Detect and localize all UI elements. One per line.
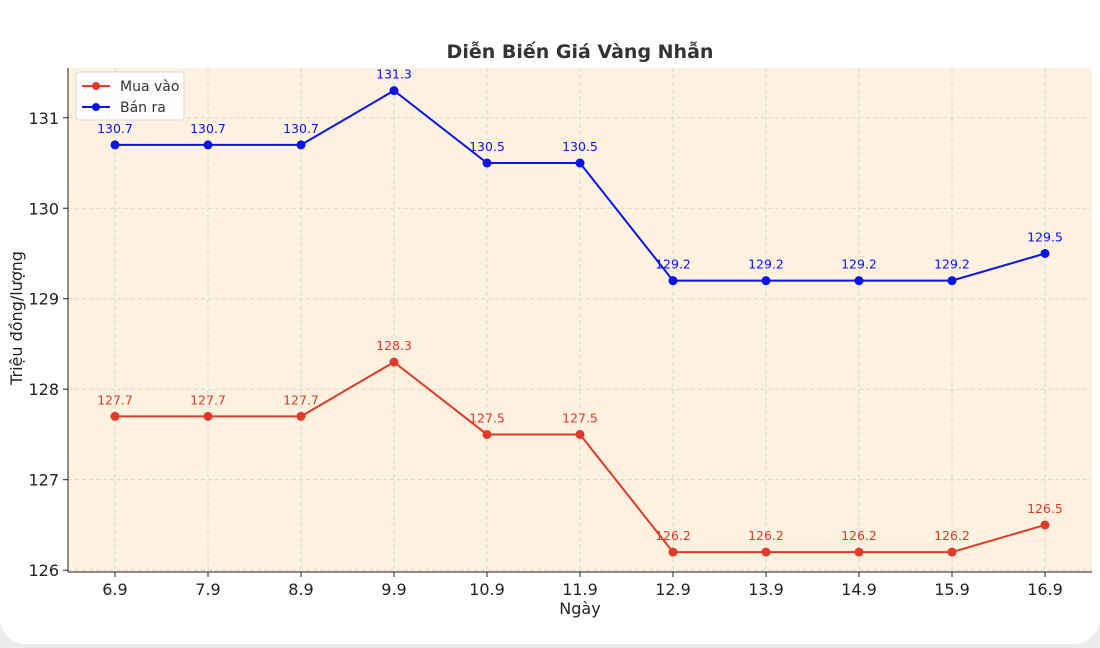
data-label: 127.5 xyxy=(469,410,505,425)
data-point xyxy=(203,140,213,150)
legend: Mua vào Bán ra xyxy=(75,71,185,121)
data-point xyxy=(1040,248,1050,258)
y-axis-label: Triệu đồng/lượng xyxy=(7,251,26,386)
y-tick-label: 126 xyxy=(28,561,59,580)
legend-marker xyxy=(92,82,100,90)
data-label: 129.2 xyxy=(748,257,784,272)
x-axis-label: Ngày xyxy=(559,599,600,618)
data-point xyxy=(110,140,120,150)
data-point xyxy=(296,411,306,421)
data-label: 130.7 xyxy=(283,121,319,136)
x-tick-label: 11.9 xyxy=(562,580,598,599)
x-tick-label: 9.9 xyxy=(381,580,406,599)
data-label: 129.2 xyxy=(841,257,877,272)
data-point xyxy=(947,547,957,557)
data-point xyxy=(482,158,492,168)
y-tick-label: 128 xyxy=(28,380,59,399)
data-label: 127.7 xyxy=(283,392,319,407)
x-tick-label: 16.9 xyxy=(1027,580,1063,599)
series-layer xyxy=(110,86,1050,557)
data-point xyxy=(110,411,120,421)
data-label: 128.3 xyxy=(376,338,412,353)
data-point xyxy=(482,429,492,439)
data-label: 127.5 xyxy=(562,410,598,425)
data-label: 126.5 xyxy=(1027,501,1063,516)
axes: 6.9 7.9 8.9 9.9 10.9 11.9 12.9 13.9 14.9 15.9 16.9… xyxy=(28,68,1092,599)
data-point xyxy=(389,357,399,367)
data-label: 131.3 xyxy=(376,67,412,82)
data-point xyxy=(575,429,585,439)
data-label: 130.7 xyxy=(190,121,226,136)
data-point xyxy=(575,158,585,168)
x-tick-label: 13.9 xyxy=(748,580,784,599)
chart-title: Diễn Biến Giá Vàng Nhẫn xyxy=(447,39,714,63)
data-point xyxy=(1040,520,1050,530)
y-tick-label: 131 xyxy=(28,109,59,128)
data-label: 126.2 xyxy=(655,528,691,543)
y-tick-label: 130 xyxy=(28,199,59,218)
data-point xyxy=(668,276,678,286)
data-point xyxy=(947,276,957,286)
data-label: 129.5 xyxy=(1027,229,1063,244)
grid-lines xyxy=(68,68,1092,572)
x-tick-label: 8.9 xyxy=(288,580,313,599)
data-point xyxy=(761,276,771,286)
data-label: 129.2 xyxy=(655,257,691,272)
data-point xyxy=(389,86,399,96)
y-tick-label: 127 xyxy=(28,471,59,490)
data-point xyxy=(854,276,864,286)
x-tick-label: 6.9 xyxy=(102,580,127,599)
data-point xyxy=(854,547,864,557)
data-labels: 127.7 127.7 127.7 128.3 127.5 127.5 126.2 126.2… xyxy=(97,67,1063,543)
data-point xyxy=(296,140,306,150)
x-tick-label: 15.9 xyxy=(934,580,970,599)
data-point xyxy=(203,411,213,421)
y-tick-label: 129 xyxy=(28,290,59,309)
data-point xyxy=(761,547,771,557)
data-point xyxy=(668,547,678,557)
data-label: 126.2 xyxy=(934,528,970,543)
legend-label: Mua vào xyxy=(120,79,179,95)
legend-marker xyxy=(92,103,100,111)
x-tick-label: 10.9 xyxy=(469,580,505,599)
data-label: 126.2 xyxy=(748,528,784,543)
x-tick-label: 14.9 xyxy=(841,580,877,599)
data-label: 130.7 xyxy=(97,121,133,136)
legend-label: Bán ra xyxy=(120,100,166,116)
data-label: 126.2 xyxy=(841,528,877,543)
x-tick-label: 7.9 xyxy=(195,580,220,599)
data-label: 130.5 xyxy=(469,139,505,154)
data-label: 127.7 xyxy=(190,392,226,407)
x-tick-label: 12.9 xyxy=(655,580,691,599)
data-label: 129.2 xyxy=(934,257,970,272)
data-label: 127.7 xyxy=(97,392,133,407)
data-label: 130.5 xyxy=(562,139,598,154)
